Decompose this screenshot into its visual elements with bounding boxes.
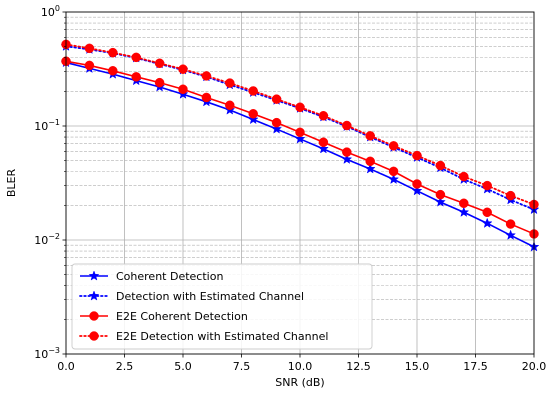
- y-tick-label: 10−1: [34, 118, 60, 133]
- data-point: [318, 111, 329, 121]
- data-point: [271, 94, 282, 104]
- data-point: [295, 102, 305, 113]
- data-point: [154, 58, 165, 69]
- data-point: [342, 120, 352, 131]
- x-tick-label: 15.0: [405, 360, 430, 373]
- data-point: [131, 72, 141, 82]
- data-point: [364, 163, 376, 174]
- data-point: [458, 206, 470, 217]
- data-point: [412, 150, 422, 161]
- legend-marker: [89, 311, 99, 321]
- legend-box: [71, 263, 373, 350]
- data-point: [388, 141, 399, 151]
- legend-label: E2E Detection with Estimated Channel: [116, 330, 328, 343]
- data-point: [341, 153, 353, 164]
- legend-marker: [88, 290, 100, 301]
- legend-marker: [88, 270, 100, 281]
- data-point: [459, 171, 469, 182]
- x-tick-label: 7.5: [233, 360, 251, 373]
- data-point: [225, 78, 235, 88]
- x-axis-label: SNR (dB): [275, 376, 324, 389]
- data-point: [435, 189, 446, 200]
- data-point: [365, 131, 375, 141]
- data-point: [482, 180, 492, 191]
- data-point: [342, 147, 352, 157]
- series-4: [61, 39, 539, 210]
- data-point: [294, 133, 306, 144]
- data-point: [178, 64, 188, 74]
- data-point: [482, 207, 492, 218]
- data-point: [271, 117, 282, 128]
- data-point: [271, 123, 283, 134]
- data-point: [108, 47, 118, 58]
- data-point: [178, 84, 188, 95]
- data-point: [318, 137, 329, 148]
- x-tick-label: 12.5: [346, 360, 371, 373]
- series-3: [61, 56, 539, 239]
- legend-label: Detection with Estimated Channel: [116, 290, 304, 303]
- data-point: [154, 77, 165, 88]
- x-tick-label: 0.0: [57, 360, 75, 373]
- data-point: [388, 173, 400, 185]
- legend-marker: [89, 331, 99, 341]
- data-point: [388, 166, 399, 177]
- data-point: [84, 60, 95, 71]
- data-point: [365, 156, 375, 167]
- data-point: [201, 71, 212, 81]
- data-point: [201, 92, 212, 103]
- data-point: [434, 196, 446, 207]
- x-tick-label: 17.5: [463, 360, 488, 373]
- data-point: [131, 52, 141, 63]
- x-tick-label: 20.0: [522, 360, 547, 373]
- data-point: [248, 109, 258, 119]
- data-point: [481, 217, 493, 228]
- data-point: [108, 66, 118, 76]
- data-point: [225, 100, 235, 111]
- data-point: [505, 190, 516, 201]
- data-point: [247, 113, 259, 125]
- series-group: [60, 39, 540, 252]
- data-point: [412, 179, 422, 189]
- data-point: [435, 160, 446, 171]
- x-tick-label: 5.0: [174, 360, 192, 373]
- data-point: [459, 198, 469, 209]
- legend: Coherent Detection Detection with Estimat…: [71, 263, 373, 350]
- data-point: [84, 43, 95, 54]
- data-point: [505, 219, 516, 229]
- y-tick-label: 10−3: [34, 346, 60, 361]
- data-point: [248, 86, 258, 96]
- legend-label: E2E Coherent Detection: [116, 310, 248, 323]
- data-point: [411, 185, 423, 196]
- x-tick-label: 10.0: [288, 360, 313, 373]
- data-point: [317, 143, 329, 154]
- data-point: [295, 127, 305, 138]
- y-axis-label: BLER: [5, 169, 18, 198]
- x-tick-label: 2.5: [116, 360, 134, 373]
- data-point: [505, 229, 517, 240]
- legend-label: Coherent Detection: [116, 270, 223, 283]
- y-tick-label: 100: [41, 4, 60, 19]
- y-tick-label: 10−2: [34, 232, 60, 247]
